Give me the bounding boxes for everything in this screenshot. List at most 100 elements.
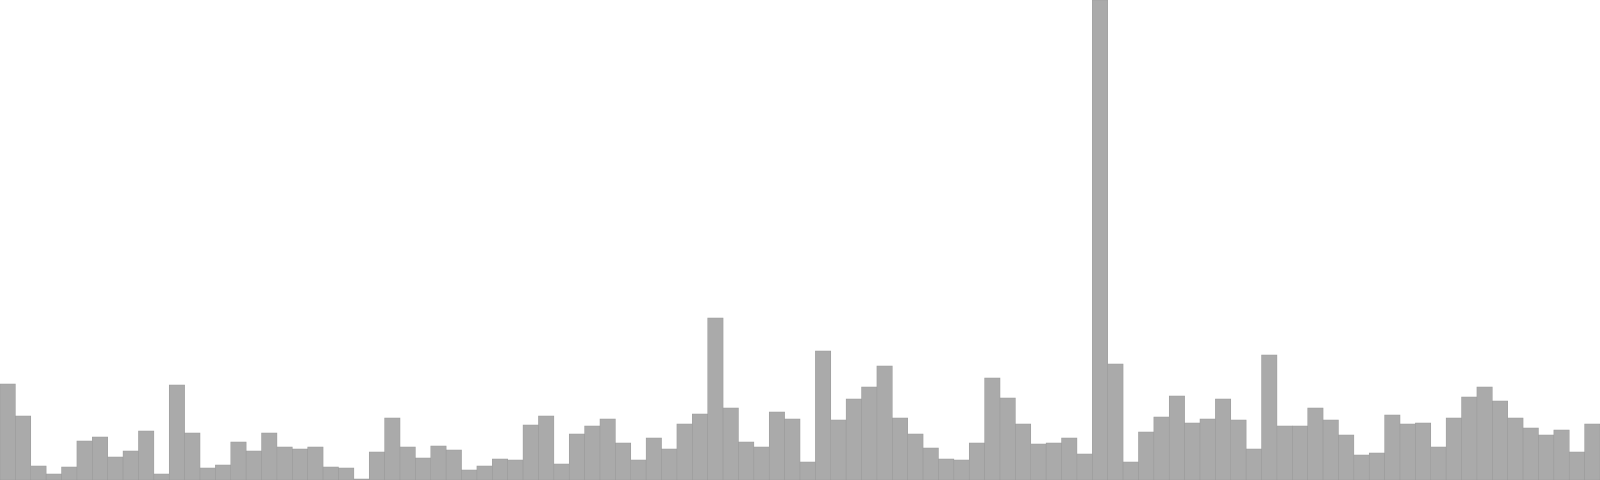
- bar-93: [1430, 446, 1447, 480]
- bar-50: [768, 411, 785, 480]
- bar-78: [1199, 418, 1216, 480]
- bar-0: [0, 383, 16, 480]
- bar-97: [1492, 400, 1508, 480]
- bar-65: [999, 397, 1016, 480]
- bar-73: [1122, 461, 1139, 480]
- bar-17: [261, 432, 278, 480]
- bar-80: [1230, 419, 1247, 480]
- bar-61: [938, 458, 955, 480]
- bar-76: [1168, 395, 1185, 480]
- bar-16: [245, 450, 262, 480]
- bar-32: [492, 458, 508, 480]
- bar-54: [830, 419, 847, 480]
- bar-67: [1030, 443, 1047, 480]
- bar-27: [415, 457, 432, 480]
- bar-1: [15, 415, 32, 480]
- bar-84: [1292, 425, 1308, 480]
- bar-12: [184, 432, 201, 480]
- bar-99: [1522, 427, 1539, 480]
- bar-70: [1076, 453, 1093, 480]
- bar-51: [784, 418, 801, 480]
- bar-36: [553, 463, 570, 480]
- bar-48: [738, 441, 755, 480]
- bar-28: [430, 445, 447, 480]
- bar-31: [476, 465, 493, 480]
- bar-41: [630, 459, 647, 480]
- bar-42: [645, 437, 662, 480]
- bar-75: [1153, 416, 1170, 480]
- bar-92: [1415, 422, 1432, 480]
- bar-30: [461, 469, 478, 480]
- bar-90: [1384, 414, 1401, 480]
- bar-21: [322, 466, 339, 480]
- bar-98: [1507, 417, 1524, 480]
- bar-43: [661, 448, 678, 480]
- bar-9: [138, 430, 155, 480]
- bar-62: [953, 459, 970, 480]
- bar-22: [338, 467, 355, 480]
- bar-26: [399, 446, 416, 480]
- bar-87: [1338, 434, 1355, 480]
- bar-91: [1399, 423, 1416, 480]
- bar-39: [599, 418, 616, 480]
- bar-68: [1045, 442, 1062, 480]
- bar-81: [1245, 448, 1262, 480]
- bar-3: [45, 473, 62, 480]
- bar-38: [584, 425, 601, 480]
- bar-63: [968, 442, 985, 480]
- bar-71: [1092, 0, 1108, 480]
- bar-44: [676, 423, 693, 480]
- bar-96: [1476, 386, 1493, 480]
- bar-37: [568, 433, 585, 480]
- bar-83: [1276, 425, 1293, 480]
- bar-20: [307, 446, 324, 480]
- bar-4: [61, 466, 78, 480]
- bar-11: [168, 384, 185, 480]
- bar-19: [292, 448, 308, 480]
- bar-60: [922, 447, 939, 480]
- bar-101: [1553, 429, 1570, 480]
- bar-8: [122, 450, 139, 480]
- bar-64: [984, 377, 1001, 480]
- bar-86: [1322, 419, 1339, 480]
- bar-6: [92, 436, 108, 480]
- bar-2: [30, 465, 47, 480]
- bar-82: [1261, 354, 1278, 480]
- bar-29: [445, 449, 462, 480]
- bar-52: [799, 461, 816, 480]
- bar-57: [876, 365, 893, 480]
- bar-100: [1538, 434, 1555, 480]
- bar-56: [861, 386, 878, 480]
- bar-24: [368, 451, 385, 480]
- bar-95: [1461, 396, 1478, 480]
- bar-45: [692, 413, 708, 480]
- bar-89: [1368, 452, 1385, 480]
- bar-40: [615, 442, 632, 480]
- bar-13: [199, 467, 216, 480]
- bar-94: [1445, 417, 1462, 480]
- bar-33: [507, 459, 524, 480]
- bar-7: [107, 456, 124, 480]
- bar-53: [815, 350, 832, 480]
- bar-69: [1061, 437, 1078, 480]
- bar-49: [753, 446, 770, 480]
- bar-35: [538, 415, 555, 480]
- bar-14: [215, 464, 232, 480]
- bar-85: [1307, 407, 1324, 480]
- bar-55: [845, 398, 862, 480]
- bar-102: [1568, 451, 1585, 480]
- bar-47: [722, 407, 739, 480]
- bar-58: [892, 417, 908, 480]
- bar-25: [384, 417, 401, 480]
- bar-46: [707, 317, 724, 480]
- bar-34: [522, 424, 539, 480]
- bar-103: [1584, 423, 1600, 480]
- bar-10: [153, 473, 170, 480]
- bar-15: [230, 441, 247, 480]
- bar-59: [907, 433, 924, 480]
- bar-74: [1138, 431, 1155, 480]
- bar-18: [276, 446, 293, 480]
